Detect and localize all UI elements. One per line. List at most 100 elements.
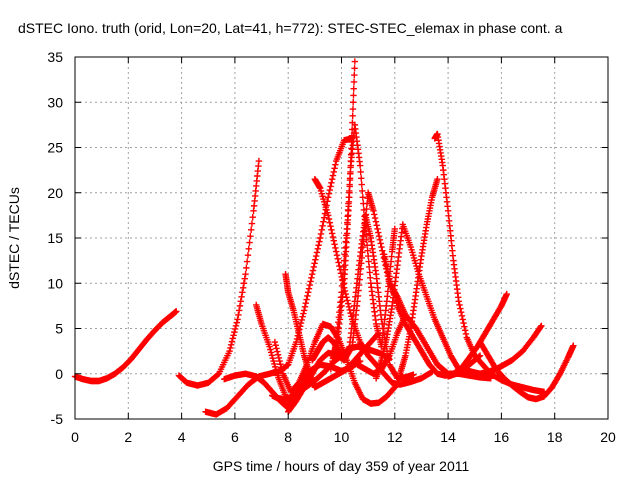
data-point	[293, 335, 301, 343]
data-point	[235, 307, 243, 314]
data-point	[245, 245, 252, 253]
x-tick-label: 0	[71, 429, 79, 445]
data-point	[347, 157, 355, 165]
y-axis-title: dSTEC / TECUs	[6, 187, 22, 289]
data-point	[227, 341, 235, 348]
data-point	[243, 258, 251, 265]
data-series	[396, 175, 441, 377]
data-point	[327, 183, 334, 190]
data-point	[274, 351, 282, 358]
data-point	[232, 322, 240, 329]
data-point	[312, 256, 319, 263]
data-point	[236, 302, 244, 310]
data-point	[351, 71, 358, 79]
y-tick-label: 0	[55, 366, 63, 382]
y-tick-label: 5	[55, 321, 63, 337]
data-point	[278, 364, 285, 371]
data-point	[308, 274, 315, 282]
data-point	[267, 349, 275, 356]
data-point	[242, 271, 249, 278]
data-point	[328, 179, 335, 186]
x-tick-label: 4	[178, 429, 186, 445]
data-point	[344, 297, 351, 304]
data-point	[278, 367, 286, 374]
data-point	[247, 232, 254, 240]
x-tick-labels: 0 2 4 6 8 10 12 14 16 18 20	[71, 429, 616, 445]
data-point	[243, 264, 250, 272]
data-point	[350, 85, 357, 92]
data-point	[239, 289, 246, 296]
data-point	[391, 225, 398, 233]
data-point	[346, 176, 354, 184]
data-point	[325, 190, 333, 197]
chart-title: dSTEC Iono. truth (orid, Lon=20, Lat=41,…	[18, 20, 563, 36]
data-point	[276, 357, 283, 365]
data-point	[379, 247, 386, 254]
data-point	[299, 313, 306, 320]
data-point	[376, 236, 384, 244]
data-point	[538, 322, 545, 329]
data-point	[348, 132, 356, 139]
y-tick-label: 20	[47, 185, 63, 201]
data-point	[305, 285, 313, 292]
data-point	[313, 249, 321, 256]
data-series	[175, 157, 263, 389]
data-point	[328, 230, 336, 237]
data-point	[375, 232, 383, 240]
data-point	[235, 311, 242, 319]
data-point	[367, 274, 374, 282]
data-point	[348, 138, 355, 146]
data-point	[302, 299, 309, 307]
data-series	[282, 271, 383, 391]
x-tick-label: 8	[284, 429, 292, 445]
data-point	[356, 162, 364, 169]
data-point	[370, 207, 377, 215]
data-point	[308, 271, 316, 278]
data-point	[328, 175, 336, 183]
data-point	[320, 214, 328, 221]
data-point	[503, 290, 510, 298]
data-point	[351, 58, 359, 65]
data-point	[361, 219, 369, 226]
data-point	[371, 211, 378, 218]
data-point	[371, 214, 379, 222]
data-point	[230, 332, 237, 339]
data-point	[461, 323, 468, 330]
data-point	[331, 165, 338, 172]
data-point	[303, 296, 310, 303]
axis-ticks	[74, 56, 609, 420]
data-point	[332, 244, 339, 252]
data-point	[312, 252, 320, 260]
data-point	[331, 241, 338, 248]
data-point	[324, 212, 332, 219]
y-tick-label: 15	[47, 230, 63, 246]
data-point	[345, 303, 353, 310]
data-point	[336, 262, 343, 270]
data-point	[348, 313, 355, 320]
data-series	[372, 221, 484, 382]
data-point	[349, 112, 356, 120]
data-point	[377, 240, 384, 247]
data-point	[357, 168, 364, 176]
data-point	[359, 194, 367, 201]
data-point	[434, 175, 441, 183]
data-point	[378, 243, 385, 251]
data-point	[358, 175, 365, 182]
data-point	[237, 298, 244, 305]
data-point	[255, 157, 263, 165]
data-point	[347, 170, 354, 177]
data-point	[173, 308, 180, 315]
data-point	[347, 164, 354, 171]
data-point	[228, 338, 236, 345]
data-point	[326, 219, 333, 226]
y-tick-labels: -5 0 5 10 15 20 25 30 35	[47, 49, 63, 427]
data-point	[348, 145, 355, 152]
data-point	[315, 242, 322, 249]
data-point	[537, 323, 544, 331]
data-point	[231, 328, 238, 336]
x-tick-label: 12	[387, 429, 403, 445]
data-point	[344, 300, 352, 307]
data-point	[373, 222, 380, 229]
data-point	[328, 226, 335, 234]
data-point	[327, 223, 334, 230]
